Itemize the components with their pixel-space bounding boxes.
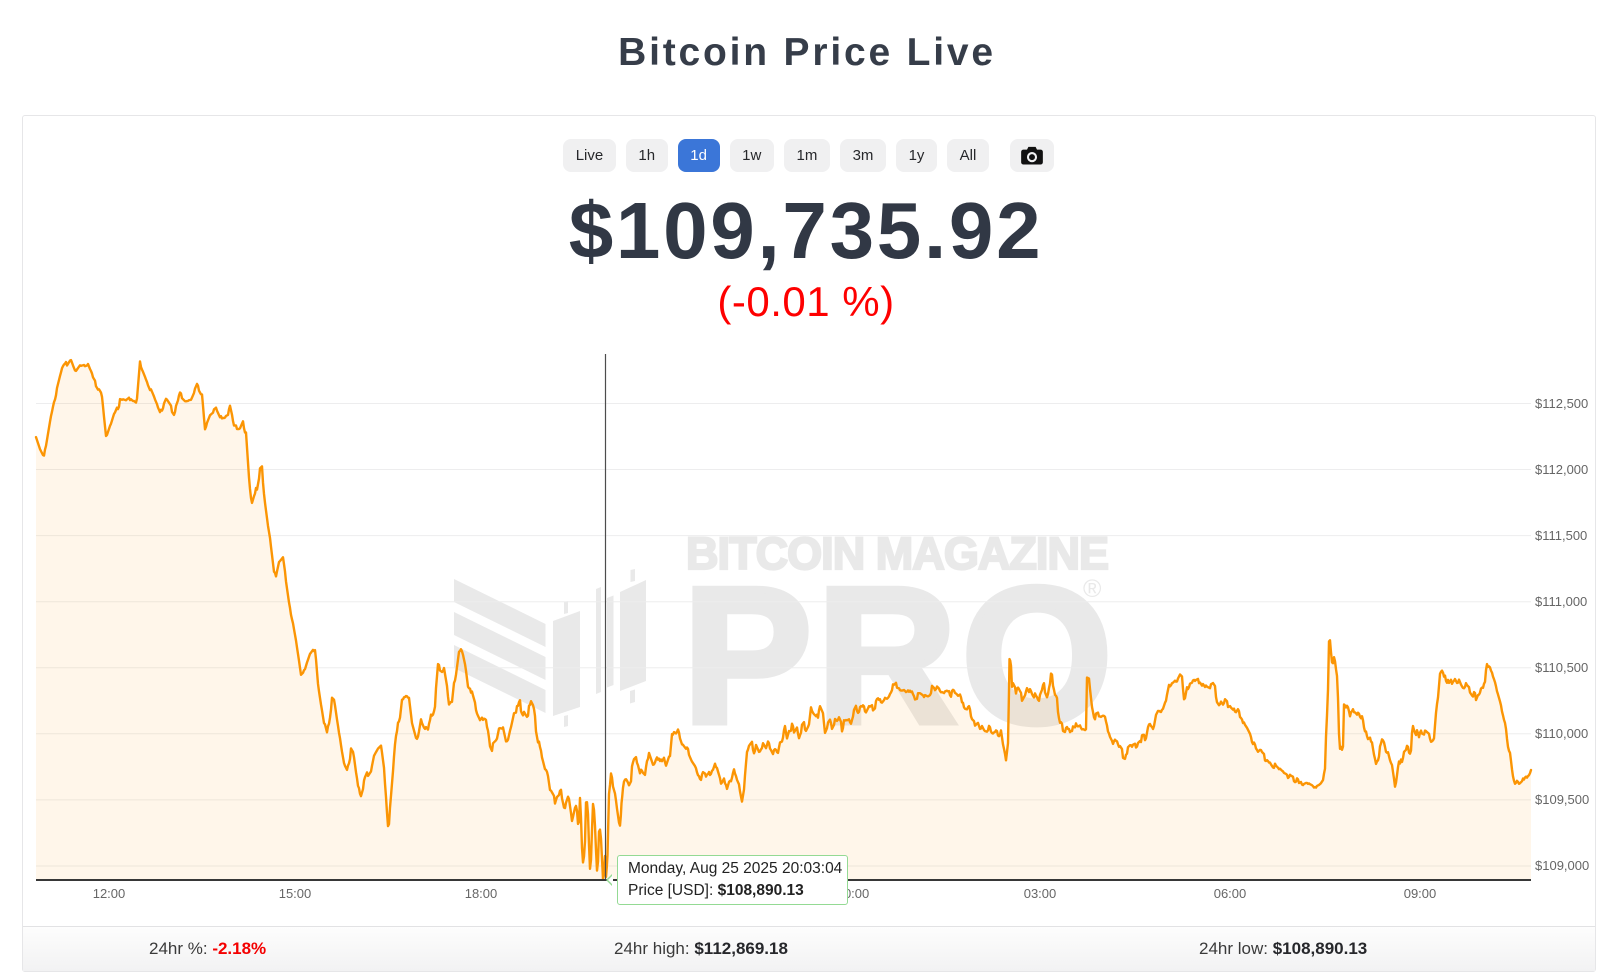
svg-text:PRO: PRO bbox=[683, 547, 1112, 763]
svg-text:®: ® bbox=[1083, 575, 1102, 603]
